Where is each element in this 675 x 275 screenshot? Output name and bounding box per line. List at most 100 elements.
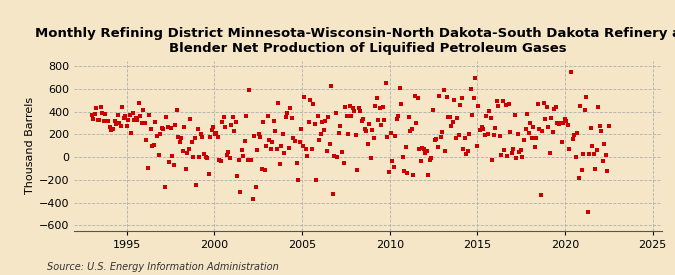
Point (467, 113, 478, 117)
Point (86, 113, 97, 117)
Point (196, 131, 207, 136)
Point (524, 121, 535, 125)
Point (136, 120, 147, 125)
Point (367, 128, 378, 133)
Point (185, 117, 196, 121)
Point (158, 127, 169, 131)
Point (432, 145, 443, 149)
Point (595, 124, 605, 128)
Point (576, 168, 587, 173)
Point (531, 136, 541, 140)
Point (496, 153, 507, 158)
Point (578, 152, 589, 156)
Point (567, 136, 578, 141)
Point (443, 115, 454, 119)
Point (573, 175, 584, 180)
Point (178, 148, 188, 153)
Point (596, 129, 607, 133)
Point (370, 104, 381, 108)
Point (277, 132, 288, 136)
Point (304, 97, 315, 102)
Point (473, 103, 484, 108)
Point (470, 76, 481, 80)
Point (603, 124, 614, 129)
Point (349, 108, 360, 113)
Point (165, 126, 176, 130)
Point (122, 124, 132, 128)
Point (203, 172, 214, 177)
Point (259, 168, 270, 172)
Point (584, 152, 595, 156)
Point (343, 131, 354, 136)
Point (155, 132, 165, 136)
Point (92, 117, 103, 122)
Point (132, 117, 142, 122)
Point (562, 123, 573, 127)
Point (572, 130, 583, 135)
Point (522, 112, 533, 117)
Point (128, 111, 138, 116)
Point (429, 138, 440, 142)
Point (528, 125, 539, 129)
Point (547, 129, 558, 134)
Point (482, 132, 493, 136)
Point (410, 94, 421, 98)
Point (400, 145, 411, 149)
Point (383, 170, 394, 174)
Point (174, 139, 185, 144)
Point (197, 135, 208, 139)
Point (106, 128, 117, 133)
Point (299, 95, 310, 99)
Point (123, 118, 134, 122)
Point (321, 149, 332, 153)
Point (124, 113, 135, 117)
Point (579, 108, 590, 112)
Point (192, 127, 203, 131)
Point (159, 185, 170, 189)
Point (103, 119, 114, 123)
Point (284, 145, 294, 150)
Point (246, 158, 256, 162)
Point (450, 136, 461, 141)
Point (335, 123, 346, 128)
Point (242, 158, 253, 163)
Point (332, 155, 343, 160)
Point (226, 123, 237, 128)
Point (252, 147, 263, 152)
Point (359, 127, 370, 131)
Point (198, 152, 209, 156)
Point (555, 121, 566, 125)
Point (487, 158, 497, 162)
Point (418, 147, 429, 152)
Point (144, 112, 155, 117)
Point (500, 103, 511, 107)
Point (382, 135, 393, 140)
Point (287, 116, 298, 120)
Point (313, 114, 323, 118)
Point (556, 140, 567, 145)
Point (438, 88, 449, 92)
Point (491, 99, 502, 103)
Point (425, 158, 435, 163)
Point (405, 129, 416, 133)
Point (441, 95, 452, 99)
Point (99, 119, 109, 123)
Point (248, 134, 259, 139)
Point (448, 120, 458, 125)
Point (583, 210, 593, 214)
Point (540, 117, 551, 121)
Point (148, 143, 159, 147)
Point (590, 167, 601, 171)
Point (464, 132, 475, 137)
Point (247, 197, 258, 201)
Point (538, 101, 549, 105)
Point (347, 105, 358, 110)
Point (461, 152, 472, 156)
Point (230, 120, 241, 124)
Point (389, 134, 400, 138)
Point (388, 164, 399, 169)
Point (156, 126, 167, 130)
Point (179, 125, 190, 129)
Point (140, 121, 151, 126)
Point (107, 127, 118, 131)
